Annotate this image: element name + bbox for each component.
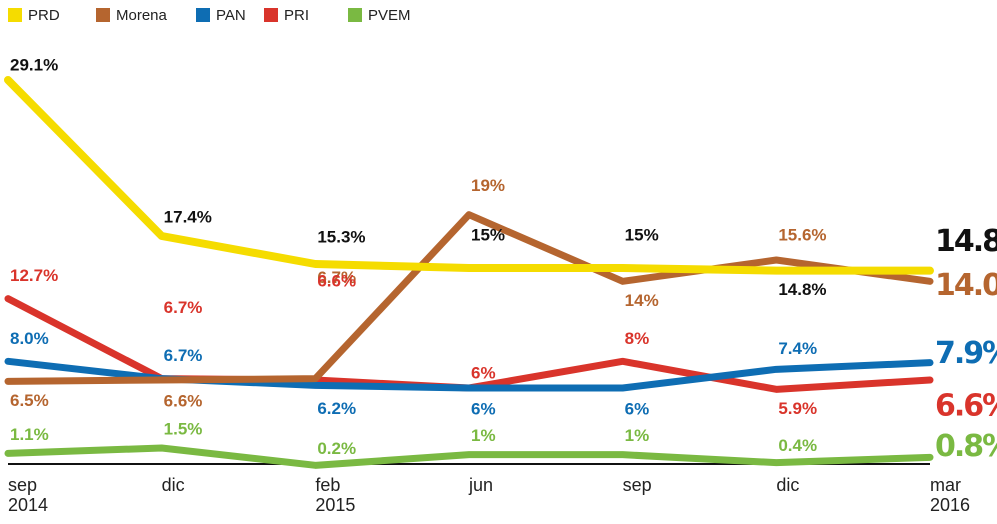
legend-swatch [8,8,22,22]
value-label: 15.6% [778,225,826,244]
value-label: 19% [471,176,505,195]
legend-label: PRD [28,7,60,24]
end-value-label: 14.0% [935,268,997,303]
legend-swatch [196,8,210,22]
value-label: 15.3% [317,227,365,246]
series-line [4,211,934,385]
value-label: 29.1% [10,55,58,74]
x-tick-label: feb 2015 [315,475,355,515]
end-value-label: 14.8% [935,224,997,259]
legend-label: PVEM [368,7,411,24]
value-label: 6% [471,399,496,418]
value-label: 6.7% [164,346,203,365]
value-label: 6.6% [317,271,356,290]
end-value-label: 7.9% [935,336,997,371]
value-label: 6.2% [317,399,356,418]
series-line [4,357,934,392]
x-tick-label: dic [162,475,185,495]
x-tick-label: sep [623,475,652,495]
end-value-label: 0.8% [935,429,997,464]
x-tick-label: dic [776,475,799,495]
value-label: 15% [471,225,505,244]
value-label: 1% [625,426,650,445]
x-tick-label: mar 2016 [930,475,970,515]
value-label: 8.0% [10,329,49,348]
value-label: 6.7% [164,298,203,317]
legend-label: PAN [216,7,246,24]
value-label: 17.4% [164,207,212,226]
value-label: 14% [625,291,659,310]
legend-swatch [264,8,278,22]
value-label: 6.6% [164,391,203,410]
value-label: 14.8% [778,280,826,299]
value-label: 0.2% [317,439,356,458]
series-line [4,444,934,469]
end-value-label: 6.6% [935,389,997,424]
value-label: 8% [625,329,650,348]
value-label: 1.5% [164,419,203,438]
value-label: 1.1% [10,425,49,444]
value-label: 5.9% [778,399,817,418]
value-label: 6.5% [10,391,49,410]
x-tick-label: jun [468,475,493,495]
value-label: 6% [625,399,650,418]
value-label: 6% [471,363,496,382]
value-label: 6.7% [317,268,356,287]
value-label: 0.4% [778,436,817,455]
value-label: 7.4% [778,339,817,358]
legend-label: Morena [116,7,168,24]
value-label: 12.7% [10,266,58,285]
series-line [4,76,934,275]
value-label: 15% [625,225,659,244]
value-label: 1% [471,426,496,445]
legend-label: PRI [284,7,309,24]
x-tick-label: sep 2014 [8,475,48,515]
legend-swatch [348,8,362,22]
legend-swatch [96,8,110,22]
